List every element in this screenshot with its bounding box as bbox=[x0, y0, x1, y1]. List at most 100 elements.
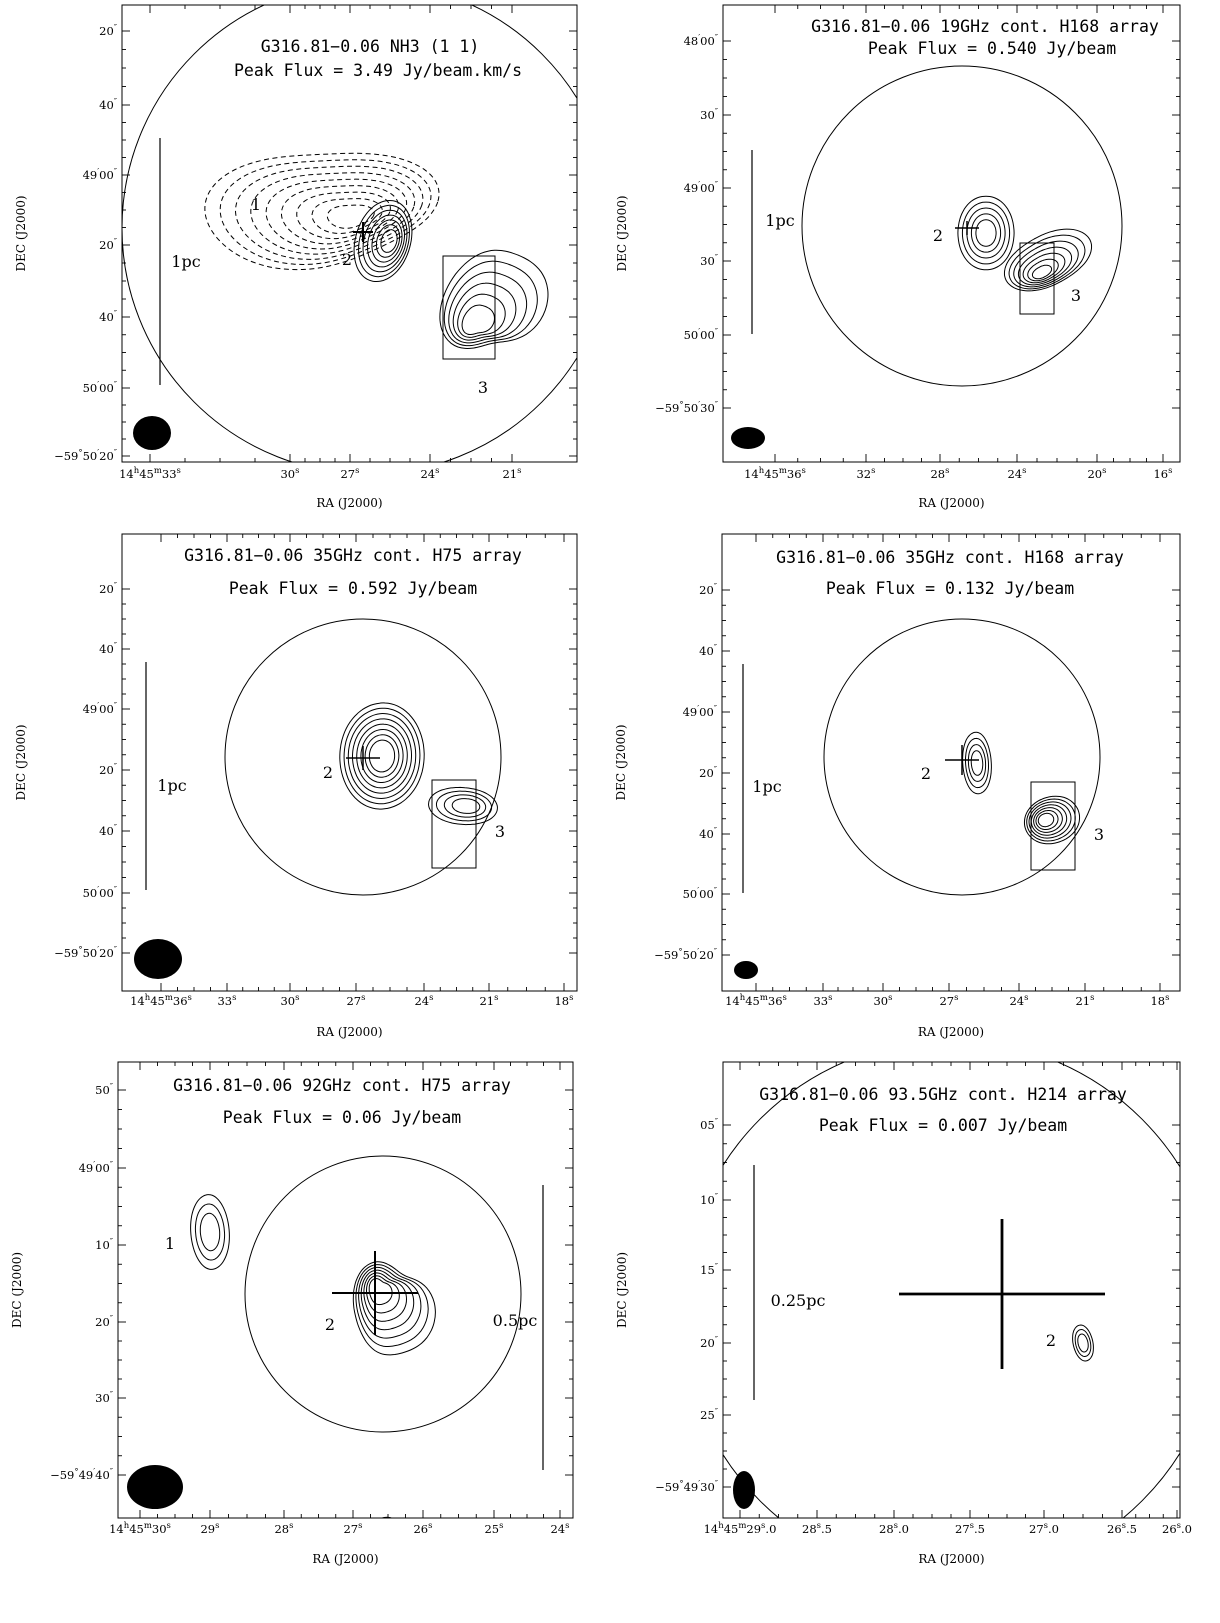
x-tick-label: 28s bbox=[930, 466, 949, 481]
nh3-emission-contour-2 bbox=[371, 219, 403, 263]
scale-bar-label: 1pc bbox=[765, 211, 794, 230]
plot-frame bbox=[721, 533, 1181, 992]
x-tick-label: 24s bbox=[550, 1521, 569, 1536]
synthesized-beam bbox=[133, 416, 171, 450]
plot-frame bbox=[722, 1061, 1181, 1519]
source-label: 2 bbox=[921, 764, 931, 783]
x-tick-label: 27s.5 bbox=[955, 1521, 985, 1536]
x-tick-label: 16s bbox=[1153, 466, 1172, 481]
synthesized-beam bbox=[733, 1471, 755, 1509]
plot-frame bbox=[121, 533, 578, 992]
panel-6: 14h45m29s.0 28s.5 28s.0 27s.5 27s.0 26s.5 26s.… bbox=[615, 1061, 1192, 1566]
x-tick-label: 27s bbox=[346, 993, 365, 1008]
x-tick-label: 28s bbox=[274, 1521, 293, 1536]
y-tick-label: 20″ bbox=[700, 1335, 718, 1350]
y-tick-label: 40″ bbox=[699, 643, 717, 658]
source-label: 2 bbox=[933, 226, 943, 245]
nh3-absorption-contour bbox=[204, 152, 440, 271]
y-tick-label: 05″ bbox=[700, 1117, 718, 1132]
y-axis-label: DEC (J2000) bbox=[615, 1252, 629, 1328]
y-tick-label: 15″ bbox=[700, 1262, 718, 1277]
plot-content bbox=[127, 1155, 544, 1518]
y-tick-label: 10″ bbox=[700, 1192, 718, 1207]
x-tick-label: 24s bbox=[420, 466, 439, 481]
source-label: 3 bbox=[1071, 286, 1081, 305]
x-tick-label: 21s bbox=[1075, 993, 1094, 1008]
edge-contour bbox=[380, 1516, 393, 1518]
panel-title: G316.81−0.06 NH3 (1 1) bbox=[261, 37, 480, 56]
panel-title: G316.81−0.06 19GHz cont. H168 array bbox=[811, 17, 1159, 36]
src3-contour bbox=[1030, 804, 1068, 836]
x-tick-label: 18s bbox=[1150, 993, 1169, 1008]
src2-contour bbox=[961, 201, 1011, 265]
src1-contour bbox=[190, 1194, 230, 1270]
x-tick-label: 20s bbox=[1087, 466, 1106, 481]
x-tick-label: 14h45m36s bbox=[130, 993, 192, 1008]
x-tick-label: 24s bbox=[1009, 993, 1028, 1008]
src3-contour bbox=[1017, 246, 1073, 286]
y-tick-label: −59°50′30″ bbox=[655, 400, 718, 415]
x-tick-label: 14h45m36s bbox=[744, 466, 806, 481]
y-tick-label: 50′00″ bbox=[683, 886, 717, 901]
src2-contour bbox=[364, 734, 400, 778]
src2-contour bbox=[970, 213, 1002, 253]
x-tick-label: 26s bbox=[413, 1521, 432, 1536]
src3-contour bbox=[1022, 252, 1066, 284]
y-tick-label: 40″ bbox=[99, 641, 117, 656]
panel-3: 14h45m36s 33s 30s 27s 24s 21s 18s 20″ 40″ 49′00″ 2… bbox=[14, 533, 578, 1039]
src3-contour bbox=[1031, 264, 1053, 280]
x-tick-label: 18s bbox=[554, 993, 573, 1008]
nh3-emission-contour-3 bbox=[443, 260, 538, 347]
peak-flux-label: Peak Flux = 0.007 Jy/beam bbox=[819, 1116, 1067, 1135]
nh3-absorption-contour bbox=[311, 198, 383, 234]
src3-contour bbox=[428, 786, 498, 826]
scale-bar-label: 1pc bbox=[157, 776, 186, 795]
x-tick-label: 30s bbox=[280, 993, 299, 1008]
x-tick-label: 28s.5 bbox=[802, 1521, 832, 1536]
plot-frame bbox=[722, 4, 1181, 463]
y-tick-label: 50′00″ bbox=[83, 380, 117, 395]
nh3-emission-contour-3 bbox=[452, 282, 517, 341]
peak-flux-label: Peak Flux = 0.06 Jy/beam bbox=[223, 1108, 461, 1127]
y-tick-label: 20″ bbox=[699, 582, 717, 597]
y-tick-label: 30″ bbox=[700, 253, 718, 268]
src2-contour bbox=[363, 1272, 408, 1322]
panel-5: 14h45m30s 29s 28s 27s 26s 25s 24s 50″ 49′00″ 10″ 2… bbox=[10, 1061, 574, 1566]
primary-beam-circle bbox=[224, 618, 502, 896]
y-tick-label: 30″ bbox=[95, 1390, 113, 1405]
x-tick-label: 32s bbox=[856, 466, 875, 481]
plot-content bbox=[134, 618, 502, 979]
y-tick-label: −59°50′20″ bbox=[54, 945, 117, 960]
source-label: 2 bbox=[342, 250, 352, 269]
src1-contour bbox=[194, 1203, 226, 1261]
x-tick-label: 26s.0 bbox=[1162, 1521, 1192, 1536]
source-3-box bbox=[442, 255, 496, 360]
synthesized-beam bbox=[134, 939, 182, 979]
src3-contour bbox=[435, 790, 493, 822]
src2-contour bbox=[957, 195, 1015, 271]
nh3-emission-contour-3 bbox=[457, 293, 506, 338]
x-tick-label: 27s bbox=[939, 993, 958, 1008]
src2-contour bbox=[368, 1277, 393, 1306]
x-tick-label: 14h45m33s bbox=[119, 466, 181, 481]
src3-contour bbox=[1027, 258, 1059, 282]
source-label: 3 bbox=[478, 378, 488, 397]
src2-contour bbox=[343, 707, 421, 805]
src2-contour bbox=[1074, 1328, 1092, 1358]
nh3-emission-contour-3 bbox=[448, 271, 528, 344]
x-tick-label: 26s.5 bbox=[1107, 1521, 1137, 1536]
src2-contour bbox=[356, 723, 408, 789]
y-tick-label: −59°49′30″ bbox=[655, 1479, 718, 1494]
src2-contour bbox=[347, 713, 417, 799]
source-label: 3 bbox=[495, 822, 505, 841]
src2-contour bbox=[962, 731, 992, 795]
src3-contour bbox=[1008, 234, 1086, 290]
scale-bar-label: 0.25pc bbox=[771, 1291, 826, 1310]
primary-beam-circle bbox=[823, 618, 1101, 896]
plot-frame bbox=[117, 1061, 574, 1519]
y-tick-label: 20″ bbox=[99, 762, 117, 777]
src3-contour bbox=[443, 794, 487, 818]
src2-contour bbox=[970, 750, 984, 776]
src2-contour bbox=[966, 207, 1006, 259]
